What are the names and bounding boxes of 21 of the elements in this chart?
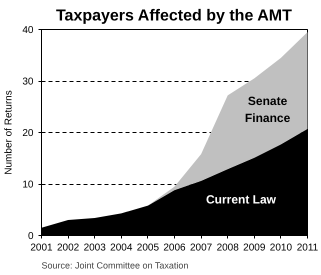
y-tick-label: 30 xyxy=(22,76,34,88)
series-label: Senate Finance xyxy=(244,94,291,125)
y-tick-label: 0 xyxy=(28,231,34,242)
y-tick-label: 20 xyxy=(22,128,34,139)
x-tick-label: 2003 xyxy=(84,242,106,254)
x-tick-label: 2002 xyxy=(56,242,80,254)
y-tick-label: 40 xyxy=(22,25,34,36)
x-tick-label: 2009 xyxy=(243,242,266,254)
x-tick-label: 2007 xyxy=(190,242,213,254)
x-tick-label: 2011 xyxy=(296,242,319,254)
x-tick-label: 2001 xyxy=(30,242,54,254)
y-tick-label: 10 xyxy=(22,180,34,190)
series-label: Current Law xyxy=(206,192,277,206)
x-tick-label: 2010 xyxy=(270,242,292,254)
x-tick-label: 2004 xyxy=(110,242,133,254)
x-tick-label: 2008 xyxy=(216,242,240,254)
chart-title: Taxpayers Affected by the AMT xyxy=(56,8,292,24)
x-tick-label: 2005 xyxy=(136,242,160,254)
source-note: Source: Joint Committee on Taxation xyxy=(42,260,188,270)
y-axis-title: Number of Returns xyxy=(3,90,14,175)
x-tick-label: 2006 xyxy=(163,242,186,254)
